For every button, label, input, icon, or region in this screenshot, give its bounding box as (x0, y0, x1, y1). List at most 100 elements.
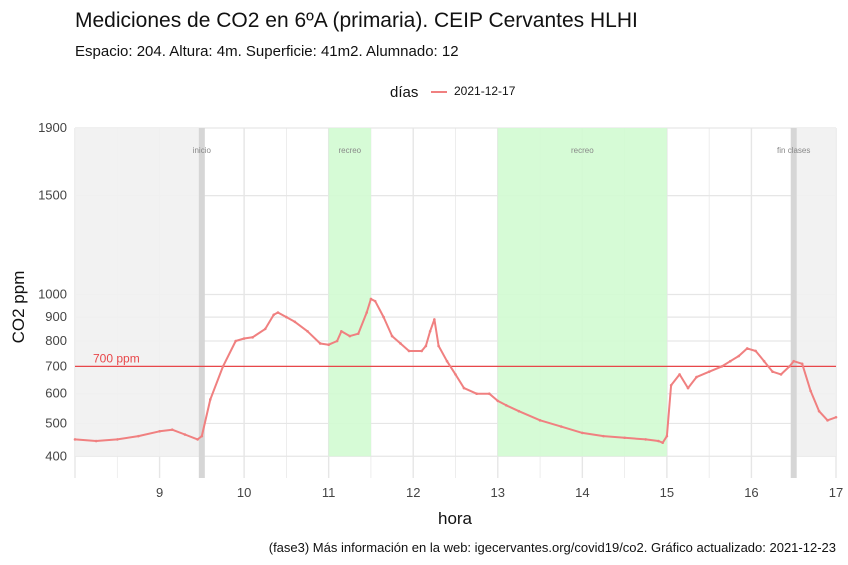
data-point (221, 365, 225, 368)
data-point (424, 344, 428, 348)
y-tick-label: 600 (45, 386, 67, 401)
legend-label: 2021-12-17 (454, 84, 516, 98)
data-point (737, 354, 741, 358)
data-point (657, 439, 660, 443)
plot-area: recreo recreo inicio fin clases 700 ppm 400 50… (38, 120, 843, 500)
data-point (504, 403, 508, 407)
data-point (496, 399, 500, 403)
data-point (707, 370, 711, 374)
data-point (263, 327, 267, 331)
x-tick-label: 14 (575, 485, 589, 500)
data-point (834, 415, 838, 419)
x-tick-label: 13 (491, 485, 505, 500)
data-point (183, 433, 187, 436)
recess-label: recreo (571, 146, 594, 155)
data-point (335, 339, 339, 343)
data-point (170, 428, 174, 432)
recess-label: recreo (338, 146, 361, 155)
data-point (454, 373, 457, 376)
data-point (581, 431, 584, 435)
data-point (792, 359, 796, 363)
data-point (437, 344, 440, 348)
y-tick-label: 1900 (38, 120, 67, 135)
data-point (788, 365, 791, 368)
data-point (623, 436, 626, 440)
data-point (73, 438, 77, 441)
data-point (686, 386, 690, 390)
data-point (538, 419, 542, 422)
x-tick-label: 17 (829, 485, 843, 500)
data-point (196, 438, 199, 441)
data-point (348, 334, 352, 338)
data-point (137, 434, 140, 438)
caption: (fase3) Más información en la web: igece… (269, 540, 836, 555)
chart-title: Mediciones de CO2 en 6ºA (primaria). CEI… (75, 9, 638, 32)
data-point (407, 349, 411, 353)
data-point (373, 299, 377, 303)
data-point (365, 311, 369, 314)
data-point (517, 409, 521, 413)
data-point (390, 334, 394, 338)
data-point (602, 434, 605, 438)
data-point (293, 320, 297, 324)
marker-label: fin clases (777, 146, 810, 155)
x-tick-label: 16 (744, 485, 758, 500)
data-point (729, 359, 732, 363)
data-point (488, 392, 491, 396)
data-point (669, 384, 673, 387)
data-point (665, 434, 669, 438)
data-point (369, 297, 373, 301)
data-point (745, 347, 749, 350)
x-tick-label: 9 (156, 485, 163, 500)
legend-title: días (390, 84, 418, 101)
data-point (115, 438, 119, 441)
data-point (234, 339, 237, 343)
data-point (754, 349, 757, 353)
data-point (475, 392, 478, 396)
data-point (200, 434, 204, 438)
reference-line-label: 700 ppm (93, 351, 140, 365)
data-point (242, 337, 246, 340)
marker-label: inicio (193, 146, 212, 155)
chart-subtitle: Espacio: 204. Altura: 4m. Superficie: 41… (75, 43, 459, 60)
data-point (420, 349, 423, 353)
data-point (318, 342, 322, 345)
y-tick-label: 1000 (38, 287, 67, 302)
data-point (809, 389, 812, 393)
data-point (340, 329, 343, 333)
data-point (94, 439, 98, 443)
data-point (826, 419, 829, 422)
data-point (817, 409, 821, 413)
data-point (382, 315, 385, 319)
data-point (356, 332, 360, 335)
data-point (306, 329, 309, 333)
data-point (661, 441, 664, 444)
legend: días 2021-12-17 (390, 84, 516, 101)
data-point (251, 336, 254, 339)
x-axis-title: hora (438, 509, 473, 528)
x-tick-label: 12 (406, 485, 420, 500)
y-tick-label: 700 (45, 358, 67, 373)
y-tick-label: 800 (45, 333, 67, 348)
data-point (800, 362, 804, 366)
data-point (433, 318, 436, 321)
data-point (462, 386, 466, 390)
data-point (428, 329, 432, 333)
y-axis-title: CO2 ppm (9, 271, 28, 344)
out-of-class-band (793, 128, 836, 457)
y-tick-label: 400 (45, 448, 67, 463)
y-tick-label: 1500 (38, 188, 67, 203)
data-point (779, 373, 783, 376)
y-tick-label: 500 (45, 415, 67, 430)
data-point (445, 359, 449, 363)
y-tick-label: 900 (45, 309, 67, 324)
data-point (208, 398, 212, 401)
data-point (771, 370, 774, 374)
data-point (720, 365, 724, 368)
data-point (559, 425, 563, 428)
data-point (285, 315, 288, 319)
data-point (678, 373, 681, 376)
recess-band (328, 128, 371, 457)
data-point (327, 343, 330, 346)
